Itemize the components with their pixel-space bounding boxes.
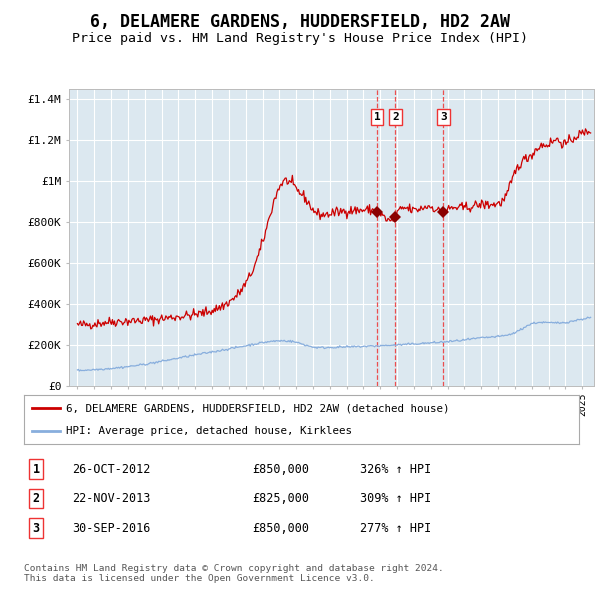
Text: 2: 2 [32,492,40,505]
Text: 1: 1 [374,112,380,122]
Text: 6, DELAMERE GARDENS, HUDDERSFIELD, HD2 2AW (detached house): 6, DELAMERE GARDENS, HUDDERSFIELD, HD2 2… [65,404,449,414]
Text: Contains HM Land Registry data © Crown copyright and database right 2024.
This d: Contains HM Land Registry data © Crown c… [24,564,444,583]
Text: £850,000: £850,000 [252,522,309,535]
Text: 2: 2 [392,112,399,122]
Text: 1: 1 [32,463,40,476]
Text: 26-OCT-2012: 26-OCT-2012 [72,463,151,476]
Text: £825,000: £825,000 [252,492,309,505]
Text: £850,000: £850,000 [252,463,309,476]
Text: 277% ↑ HPI: 277% ↑ HPI [360,522,431,535]
Text: 22-NOV-2013: 22-NOV-2013 [72,492,151,505]
Text: 3: 3 [440,112,447,122]
Text: 309% ↑ HPI: 309% ↑ HPI [360,492,431,505]
Text: 30-SEP-2016: 30-SEP-2016 [72,522,151,535]
Text: HPI: Average price, detached house, Kirklees: HPI: Average price, detached house, Kirk… [65,425,352,435]
Text: 3: 3 [32,522,40,535]
Text: 326% ↑ HPI: 326% ↑ HPI [360,463,431,476]
Text: Price paid vs. HM Land Registry's House Price Index (HPI): Price paid vs. HM Land Registry's House … [72,32,528,45]
Text: 6, DELAMERE GARDENS, HUDDERSFIELD, HD2 2AW: 6, DELAMERE GARDENS, HUDDERSFIELD, HD2 2… [90,14,510,31]
